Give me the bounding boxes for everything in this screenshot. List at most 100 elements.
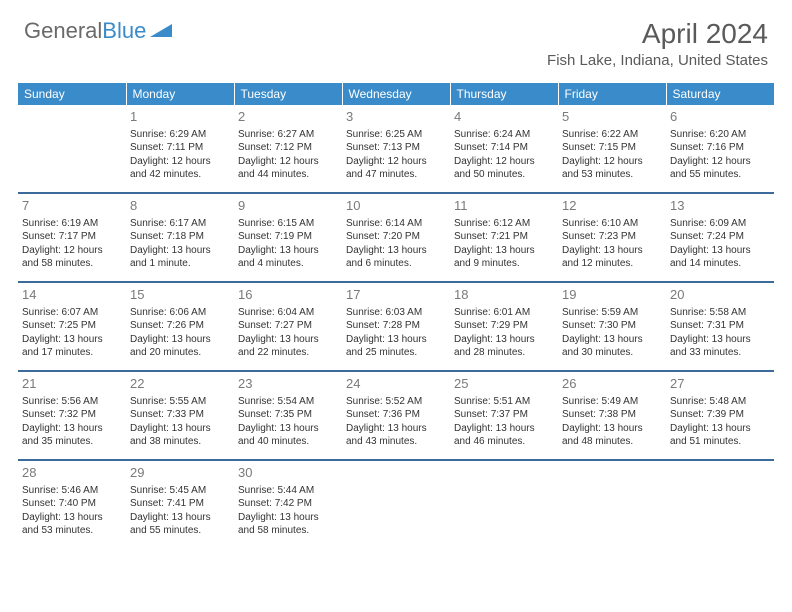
day-number: 20 (670, 286, 770, 304)
logo: GeneralBlue (24, 18, 172, 44)
sunset-text: Sunset: 7:26 PM (130, 319, 230, 333)
daylight-text: and 38 minutes. (130, 435, 230, 449)
daylight-text: and 58 minutes. (22, 257, 122, 271)
calendar-week-row: 28Sunrise: 5:46 AMSunset: 7:40 PMDayligh… (18, 461, 774, 549)
calendar-cell: 3Sunrise: 6:25 AMSunset: 7:13 PMDaylight… (342, 105, 450, 193)
sunrise-text: Sunrise: 5:44 AM (238, 484, 338, 498)
calendar-table: Sunday Monday Tuesday Wednesday Thursday… (18, 83, 774, 549)
calendar-week-row: 21Sunrise: 5:56 AMSunset: 7:32 PMDayligh… (18, 372, 774, 460)
day-number: 18 (454, 286, 554, 304)
daylight-text: Daylight: 13 hours (22, 422, 122, 436)
calendar-cell: 30 Sunrise: 5:44 AMSunset: 7:42 PMDayligh… (234, 461, 342, 549)
sunrise-text: Sunrise: 6:03 AM (346, 306, 446, 320)
daylight-text: and 48 minutes. (562, 435, 662, 449)
day-number: 30 (238, 464, 338, 482)
daylight-text: and 25 minutes. (346, 346, 446, 360)
day-number: 15 (130, 286, 230, 304)
title-block: April 2024 Fish Lake, Indiana, United St… (547, 18, 768, 69)
weekday-header: Saturday (666, 83, 774, 105)
calendar-cell: 29Sunrise: 5:45 AMSunset: 7:41 PMDayligh… (126, 461, 234, 549)
daylight-text: Daylight: 13 hours (238, 511, 338, 525)
daylight-text: and 46 minutes. (454, 435, 554, 449)
day-number: 8 (130, 197, 230, 215)
sunset-text: Sunset: 7:35 PM (238, 408, 338, 422)
day-number: 14 (22, 286, 122, 304)
daylight-text: and 50 minutes. (454, 168, 554, 182)
sunrise-text: Sunrise: 6:29 AM (130, 128, 230, 142)
calendar-cell (450, 461, 558, 549)
calendar-week-row: 7Sunrise: 6:19 AMSunset: 7:17 PMDaylight… (18, 194, 774, 282)
sunrise-text: Sunrise: 6:20 AM (670, 128, 770, 142)
calendar-cell: 27Sunrise: 5:48 AMSunset: 7:39 PMDayligh… (666, 372, 774, 460)
calendar-cell: 26Sunrise: 5:49 AMSunset: 7:38 PMDayligh… (558, 372, 666, 460)
weekday-header: Thursday (450, 83, 558, 105)
calendar-cell (342, 461, 450, 549)
daylight-text: and 12 minutes. (562, 257, 662, 271)
calendar-cell: 16Sunrise: 6:04 AMSunset: 7:27 PMDayligh… (234, 283, 342, 371)
sunrise-text: Sunrise: 6:10 AM (562, 217, 662, 231)
header: GeneralBlue April 2024 Fish Lake, Indian… (0, 0, 792, 77)
daylight-text: Daylight: 13 hours (22, 511, 122, 525)
sunset-text: Sunset: 7:14 PM (454, 141, 554, 155)
calendar-cell: 5Sunrise: 6:22 AMSunset: 7:15 PMDaylight… (558, 105, 666, 193)
sunrise-text: Sunrise: 6:07 AM (22, 306, 122, 320)
day-number: 10 (346, 197, 446, 215)
sunrise-text: Sunrise: 6:09 AM (670, 217, 770, 231)
day-number: 22 (130, 375, 230, 393)
weekday-header-row: Sunday Monday Tuesday Wednesday Thursday… (18, 83, 774, 105)
daylight-text: Daylight: 13 hours (130, 511, 230, 525)
calendar-cell: 15Sunrise: 6:06 AMSunset: 7:26 PMDayligh… (126, 283, 234, 371)
daylight-text: Daylight: 13 hours (346, 244, 446, 258)
day-number: 1 (130, 108, 230, 126)
calendar-cell: 19Sunrise: 5:59 AMSunset: 7:30 PMDayligh… (558, 283, 666, 371)
logo-triangle-icon (150, 17, 172, 43)
daylight-text: Daylight: 13 hours (130, 244, 230, 258)
daylight-text: Daylight: 13 hours (454, 244, 554, 258)
daylight-text: Daylight: 13 hours (454, 333, 554, 347)
daylight-text: Daylight: 12 hours (454, 155, 554, 169)
calendar-cell: 25Sunrise: 5:51 AMSunset: 7:37 PMDayligh… (450, 372, 558, 460)
daylight-text: Daylight: 13 hours (346, 422, 446, 436)
daylight-text: and 40 minutes. (238, 435, 338, 449)
daylight-text: Daylight: 13 hours (22, 333, 122, 347)
daylight-text: Daylight: 13 hours (562, 333, 662, 347)
sunrise-text: Sunrise: 5:52 AM (346, 395, 446, 409)
daylight-text: and 44 minutes. (238, 168, 338, 182)
sunset-text: Sunset: 7:27 PM (238, 319, 338, 333)
sunrise-text: Sunrise: 6:19 AM (22, 217, 122, 231)
daylight-text: and 42 minutes. (130, 168, 230, 182)
day-number: 25 (454, 375, 554, 393)
calendar-cell: 1Sunrise: 6:29 AMSunset: 7:11 PMDaylight… (126, 105, 234, 193)
location-text: Fish Lake, Indiana, United States (547, 52, 768, 69)
daylight-text: Daylight: 13 hours (670, 244, 770, 258)
calendar-cell: 2Sunrise: 6:27 AMSunset: 7:12 PMDaylight… (234, 105, 342, 193)
calendar-cell: 21Sunrise: 5:56 AMSunset: 7:32 PMDayligh… (18, 372, 126, 460)
daylight-text: Daylight: 13 hours (238, 422, 338, 436)
day-number: 21 (22, 375, 122, 393)
calendar-cell: 18Sunrise: 6:01 AMSunset: 7:29 PMDayligh… (450, 283, 558, 371)
day-number: 16 (238, 286, 338, 304)
daylight-text: Daylight: 12 hours (562, 155, 662, 169)
daylight-text: Daylight: 13 hours (562, 244, 662, 258)
daylight-text: Daylight: 12 hours (238, 155, 338, 169)
sunset-text: Sunset: 7:19 PM (238, 230, 338, 244)
sunset-text: Sunset: 7:41 PM (130, 497, 230, 511)
calendar-cell: 23Sunrise: 5:54 AMSunset: 7:35 PMDayligh… (234, 372, 342, 460)
calendar-cell: 17Sunrise: 6:03 AMSunset: 7:28 PMDayligh… (342, 283, 450, 371)
daylight-text: and 51 minutes. (670, 435, 770, 449)
calendar-cell: 24Sunrise: 5:52 AMSunset: 7:36 PMDayligh… (342, 372, 450, 460)
sunset-text: Sunset: 7:42 PM (238, 497, 338, 511)
sunrise-text: Sunrise: 6:27 AM (238, 128, 338, 142)
daylight-text: and 17 minutes. (22, 346, 122, 360)
sunset-text: Sunset: 7:33 PM (130, 408, 230, 422)
daylight-text: and 9 minutes. (454, 257, 554, 271)
sunset-text: Sunset: 7:39 PM (670, 408, 770, 422)
daylight-text: Daylight: 13 hours (238, 333, 338, 347)
sunrise-text: Sunrise: 5:56 AM (22, 395, 122, 409)
sunrise-text: Sunrise: 5:46 AM (22, 484, 122, 498)
day-number: 12 (562, 197, 662, 215)
sunset-text: Sunset: 7:18 PM (130, 230, 230, 244)
daylight-text: Daylight: 12 hours (346, 155, 446, 169)
daylight-text: Daylight: 13 hours (238, 244, 338, 258)
calendar-cell (558, 461, 666, 549)
